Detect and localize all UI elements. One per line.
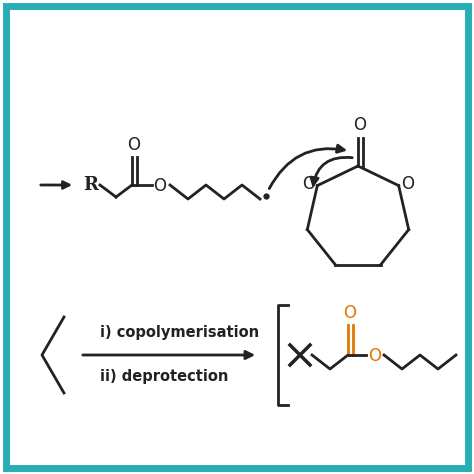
Text: O: O [344, 304, 356, 322]
Text: O: O [354, 116, 366, 134]
Text: O: O [368, 347, 382, 365]
Text: i) copolymerisation: i) copolymerisation [100, 326, 259, 340]
Text: O: O [128, 136, 140, 154]
Text: O: O [401, 174, 414, 192]
Text: R: R [83, 176, 99, 194]
Text: ii) deprotection: ii) deprotection [100, 370, 228, 384]
Text: O: O [154, 177, 166, 195]
Text: O: O [302, 174, 315, 192]
